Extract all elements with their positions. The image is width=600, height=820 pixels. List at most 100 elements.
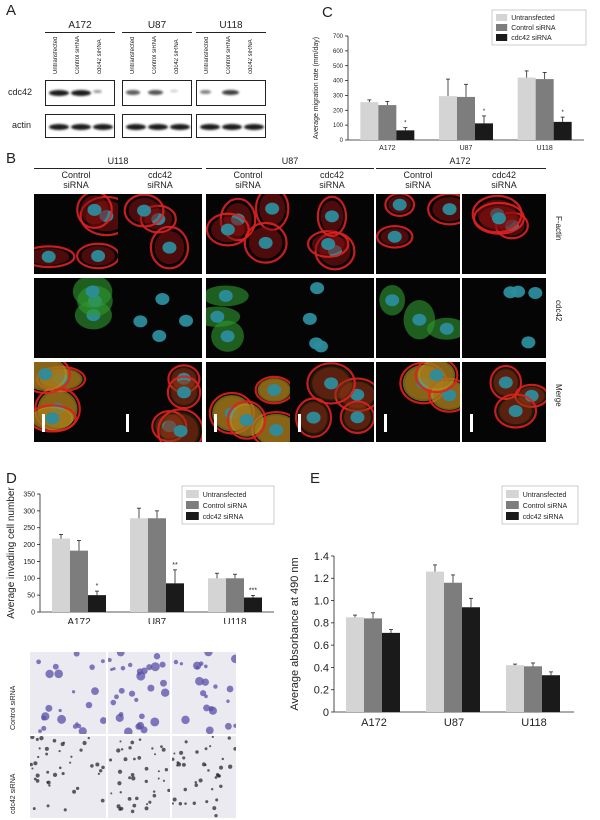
y-tick-label: 0 [31,609,35,616]
blot-cell-line-title: U87 [147,20,167,31]
legend-label: Untransfected [523,492,567,499]
blot-title-rule [196,32,266,33]
invading-cell [153,753,157,756]
actin-band [93,124,113,130]
invading-cell [150,662,160,672]
nucleus [218,289,233,302]
micrograph-svg [34,362,87,433]
invading-cell [46,804,50,808]
nucleus [133,315,148,328]
micrograph-svg [133,293,194,343]
legend-label: cdc42 siRNA [203,514,244,521]
invading-cell [209,745,212,748]
micrograph-image [206,362,290,442]
actin-cell-outline [306,230,350,258]
invading-cell [152,790,156,793]
nucleus [385,294,400,307]
y-tick-label: 100 [333,123,344,129]
nucleus [324,210,339,223]
y-tick-label: 300 [333,94,344,100]
invading-cell [135,796,139,801]
invading-cell [227,764,233,769]
invading-cell [150,717,160,727]
invading-cell [44,746,49,751]
invading-cell [192,801,196,805]
bar [130,518,148,612]
invading-cell [52,663,59,670]
invading-cell [133,757,136,761]
significance-marker: * [483,109,486,115]
invading-cell [160,745,163,749]
actin-cell-outline [226,400,267,440]
invading-cell [36,659,41,665]
nucleus [267,384,282,397]
y-tick-label: 300 [23,508,35,515]
y-tick-label: 0.8 [314,618,329,630]
invading-cell [87,736,90,740]
y-axis-label: Average migration rate (mm/day) [313,37,320,139]
invading-cell [52,738,57,743]
actin-band [49,124,69,130]
scale-bar [470,414,473,432]
invading-cell [205,800,209,804]
bar [396,130,415,140]
invading-cell [38,747,41,750]
actin-cell-outline [243,221,288,264]
micrograph-svg [123,194,190,270]
invading-cell [152,793,157,798]
invading-cell [41,715,47,721]
nucleus [439,322,454,335]
bar [52,538,70,612]
actin-cell-outline [166,375,202,410]
invading-cell [203,664,208,669]
invading-cell [30,736,35,740]
blot-lane-label: Untransfected [53,36,59,74]
invading-cell [39,736,44,741]
nucleus [239,414,254,427]
invading-cell [140,667,148,675]
invading-cell [208,705,214,712]
invading-cell [32,807,36,811]
nucleus [350,411,365,424]
invading-cell [231,654,236,664]
blot-row-label-cdc42: cdc42 [8,87,33,97]
blot-title-rule [45,32,115,33]
actin-cell-outline [34,362,71,394]
invading-cell [100,659,105,664]
micrograph-condition-line1: cdc42 [491,170,517,180]
micrograph-image [118,362,202,442]
nucleus [91,249,106,262]
invading-cell [214,776,218,779]
nucleus [173,424,188,437]
invading-cell [215,772,220,777]
bar [208,578,226,612]
invading-cell [137,756,142,760]
invading-cell [117,769,123,774]
x-tick-label: U87 [148,617,167,624]
invading-cell [226,685,234,693]
y-tick-label: 0.4 [314,662,329,674]
invading-cell [41,725,47,731]
scale-bar [42,414,45,432]
nucleus [269,423,284,436]
actin-cell-outline [34,245,76,269]
micrograph-image [462,194,546,274]
micrograph-title-rule [206,168,374,169]
micrograph-image [290,194,374,274]
micrograph-svg [306,195,356,271]
legend-swatch [496,34,508,41]
actin-blot [45,114,115,138]
micrograph-image [462,278,546,358]
cdc42-blot [122,80,192,106]
invading-cell [46,780,51,785]
nucleus [498,376,513,389]
y-tick-label: 50 [27,593,35,600]
invading-cell [127,796,132,801]
invading-cell [160,679,167,687]
actin-band [244,124,264,130]
bar [426,571,444,712]
micrograph-row-label: cdc42 [554,300,563,322]
invading-cell [162,779,166,782]
blot-lane-label: cdc42 siRNA [97,39,103,74]
nucleus [429,369,444,382]
